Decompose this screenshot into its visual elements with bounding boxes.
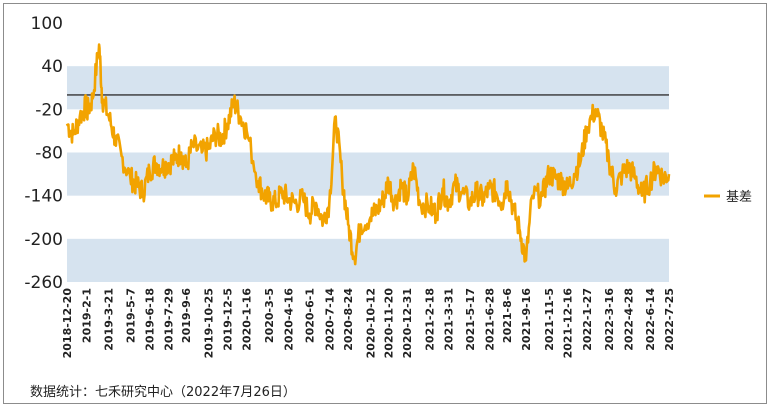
x-tick-label: 2019-2-1 — [81, 288, 94, 343]
x-tick-label: 2022-3-16 — [603, 288, 616, 351]
y-tick-label: -80 — [35, 144, 63, 164]
x-tick-label: 2021-8-6 — [501, 288, 514, 343]
x-tick-label: 2019-12-5 — [221, 288, 234, 351]
x-tick-label: 2018-12-20 — [61, 288, 74, 359]
x-tick-label: 2020-10-12 — [365, 288, 378, 358]
legend: 基差 — [704, 190, 752, 205]
y-tick-label: -140 — [24, 187, 63, 207]
x-tick-label: 2019-9-6 — [180, 288, 193, 343]
x-tick-label: 2020-1-16 — [241, 288, 254, 351]
background-bands — [67, 66, 669, 282]
background-band — [67, 66, 669, 110]
x-tick-label: 2021-6-28 — [483, 288, 496, 351]
x-tick-label: 2020-12-31 — [401, 288, 414, 358]
legend-label: 基差 — [726, 190, 752, 205]
x-axis: 2018-12-20 2019-2-1 2019-3-21 2019-5-7 2019-… — [61, 288, 676, 359]
chart-frame: 100 40 -20 -80 -140 -200 -260 2018-12-20 2019-2… — [3, 3, 767, 404]
x-tick-label: 2020-3-5 — [263, 288, 276, 343]
x-tick-label: 2022-1-27 — [581, 288, 594, 351]
x-tick-label: 2022-6-14 — [644, 288, 657, 351]
x-tick-label: 2019-7-29 — [162, 288, 175, 351]
x-tick-label: 2020-4-16 — [282, 288, 295, 351]
x-tick-label: 2019-6-18 — [144, 288, 157, 351]
x-tick-label: 2020-6-1 — [304, 288, 317, 343]
y-tick-label: -200 — [24, 230, 63, 250]
series-line — [65, 43, 671, 266]
x-tick-label: 2019-3-21 — [103, 288, 116, 351]
x-tick-label: 2021-12-16 — [562, 288, 575, 359]
x-tick-label: 2021-3-31 — [442, 288, 455, 351]
x-tick-label: 2021-11-5 — [543, 288, 556, 351]
y-tick-label: -260 — [24, 273, 63, 293]
y-axis: 100 40 -20 -80 -140 -200 -260 — [24, 14, 63, 293]
x-tick-label: 2022-7-25 — [663, 288, 676, 351]
source-note: 数据统计：七禾研究中心（2022年7月26日） — [30, 385, 296, 400]
x-tick-label: 2021-5-17 — [464, 288, 477, 351]
x-tick-label: 2019-10-25 — [203, 288, 216, 358]
y-tick-label: 40 — [41, 57, 63, 77]
series-group — [65, 43, 671, 266]
x-tick-label: 2021-9-16 — [520, 288, 533, 351]
line-chart: 100 40 -20 -80 -140 -200 -260 2018-12-20 2019-2… — [24, 14, 752, 359]
x-tick-label: 2020-8-24 — [342, 288, 355, 351]
y-tick-label: -20 — [35, 100, 63, 120]
x-tick-label: 2021-2-18 — [424, 288, 437, 351]
background-band — [67, 238, 669, 282]
x-tick-label: 2020-7-14 — [323, 288, 336, 351]
x-tick-label: 2022-4-28 — [623, 288, 636, 351]
x-tick-label: 2020-11-20 — [382, 288, 395, 359]
y-tick-label: 100 — [31, 14, 63, 34]
x-tick-label: 2019-5-7 — [124, 288, 137, 343]
